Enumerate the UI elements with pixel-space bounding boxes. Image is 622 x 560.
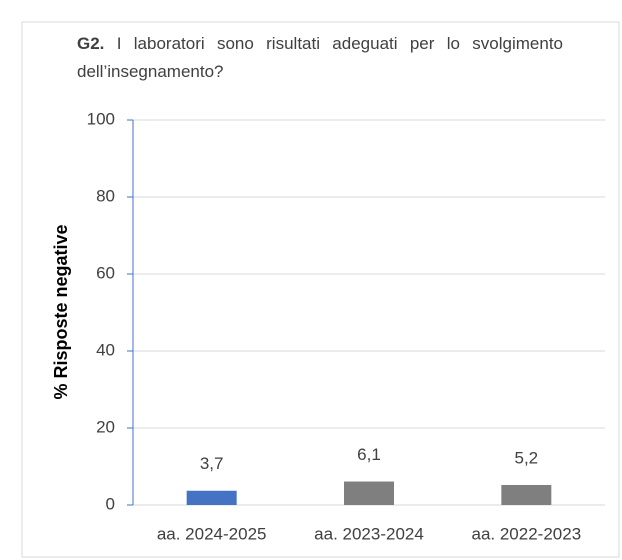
y-tick-label: 60 [96,263,115,282]
y-tick-label: 20 [96,417,115,436]
data-label: 3,7 [200,454,224,473]
bar [501,484,552,505]
x-tick-label: aa. 2024-2025 [157,524,267,543]
x-tick-label: aa. 2022-2023 [472,524,582,543]
x-tick-label: aa. 2023-2024 [314,524,424,543]
bar [186,490,237,505]
chart-title: G2. I laboratori sono risultati adeguati… [77,30,563,86]
y-tick-label: 40 [96,340,115,359]
y-tick-label: 80 [96,186,115,205]
y-tick-label: 100 [87,109,115,128]
data-label: 6,1 [357,445,381,464]
y-axis-label: % Risposte negative [51,224,71,399]
chart-frame [21,21,620,558]
y-tick-label: 0 [106,494,115,513]
data-label: 5,2 [515,448,539,467]
title-prefix: G2. [77,34,105,53]
title-text: I laboratori sono risultati adeguati per… [77,34,563,81]
bar [344,481,394,505]
